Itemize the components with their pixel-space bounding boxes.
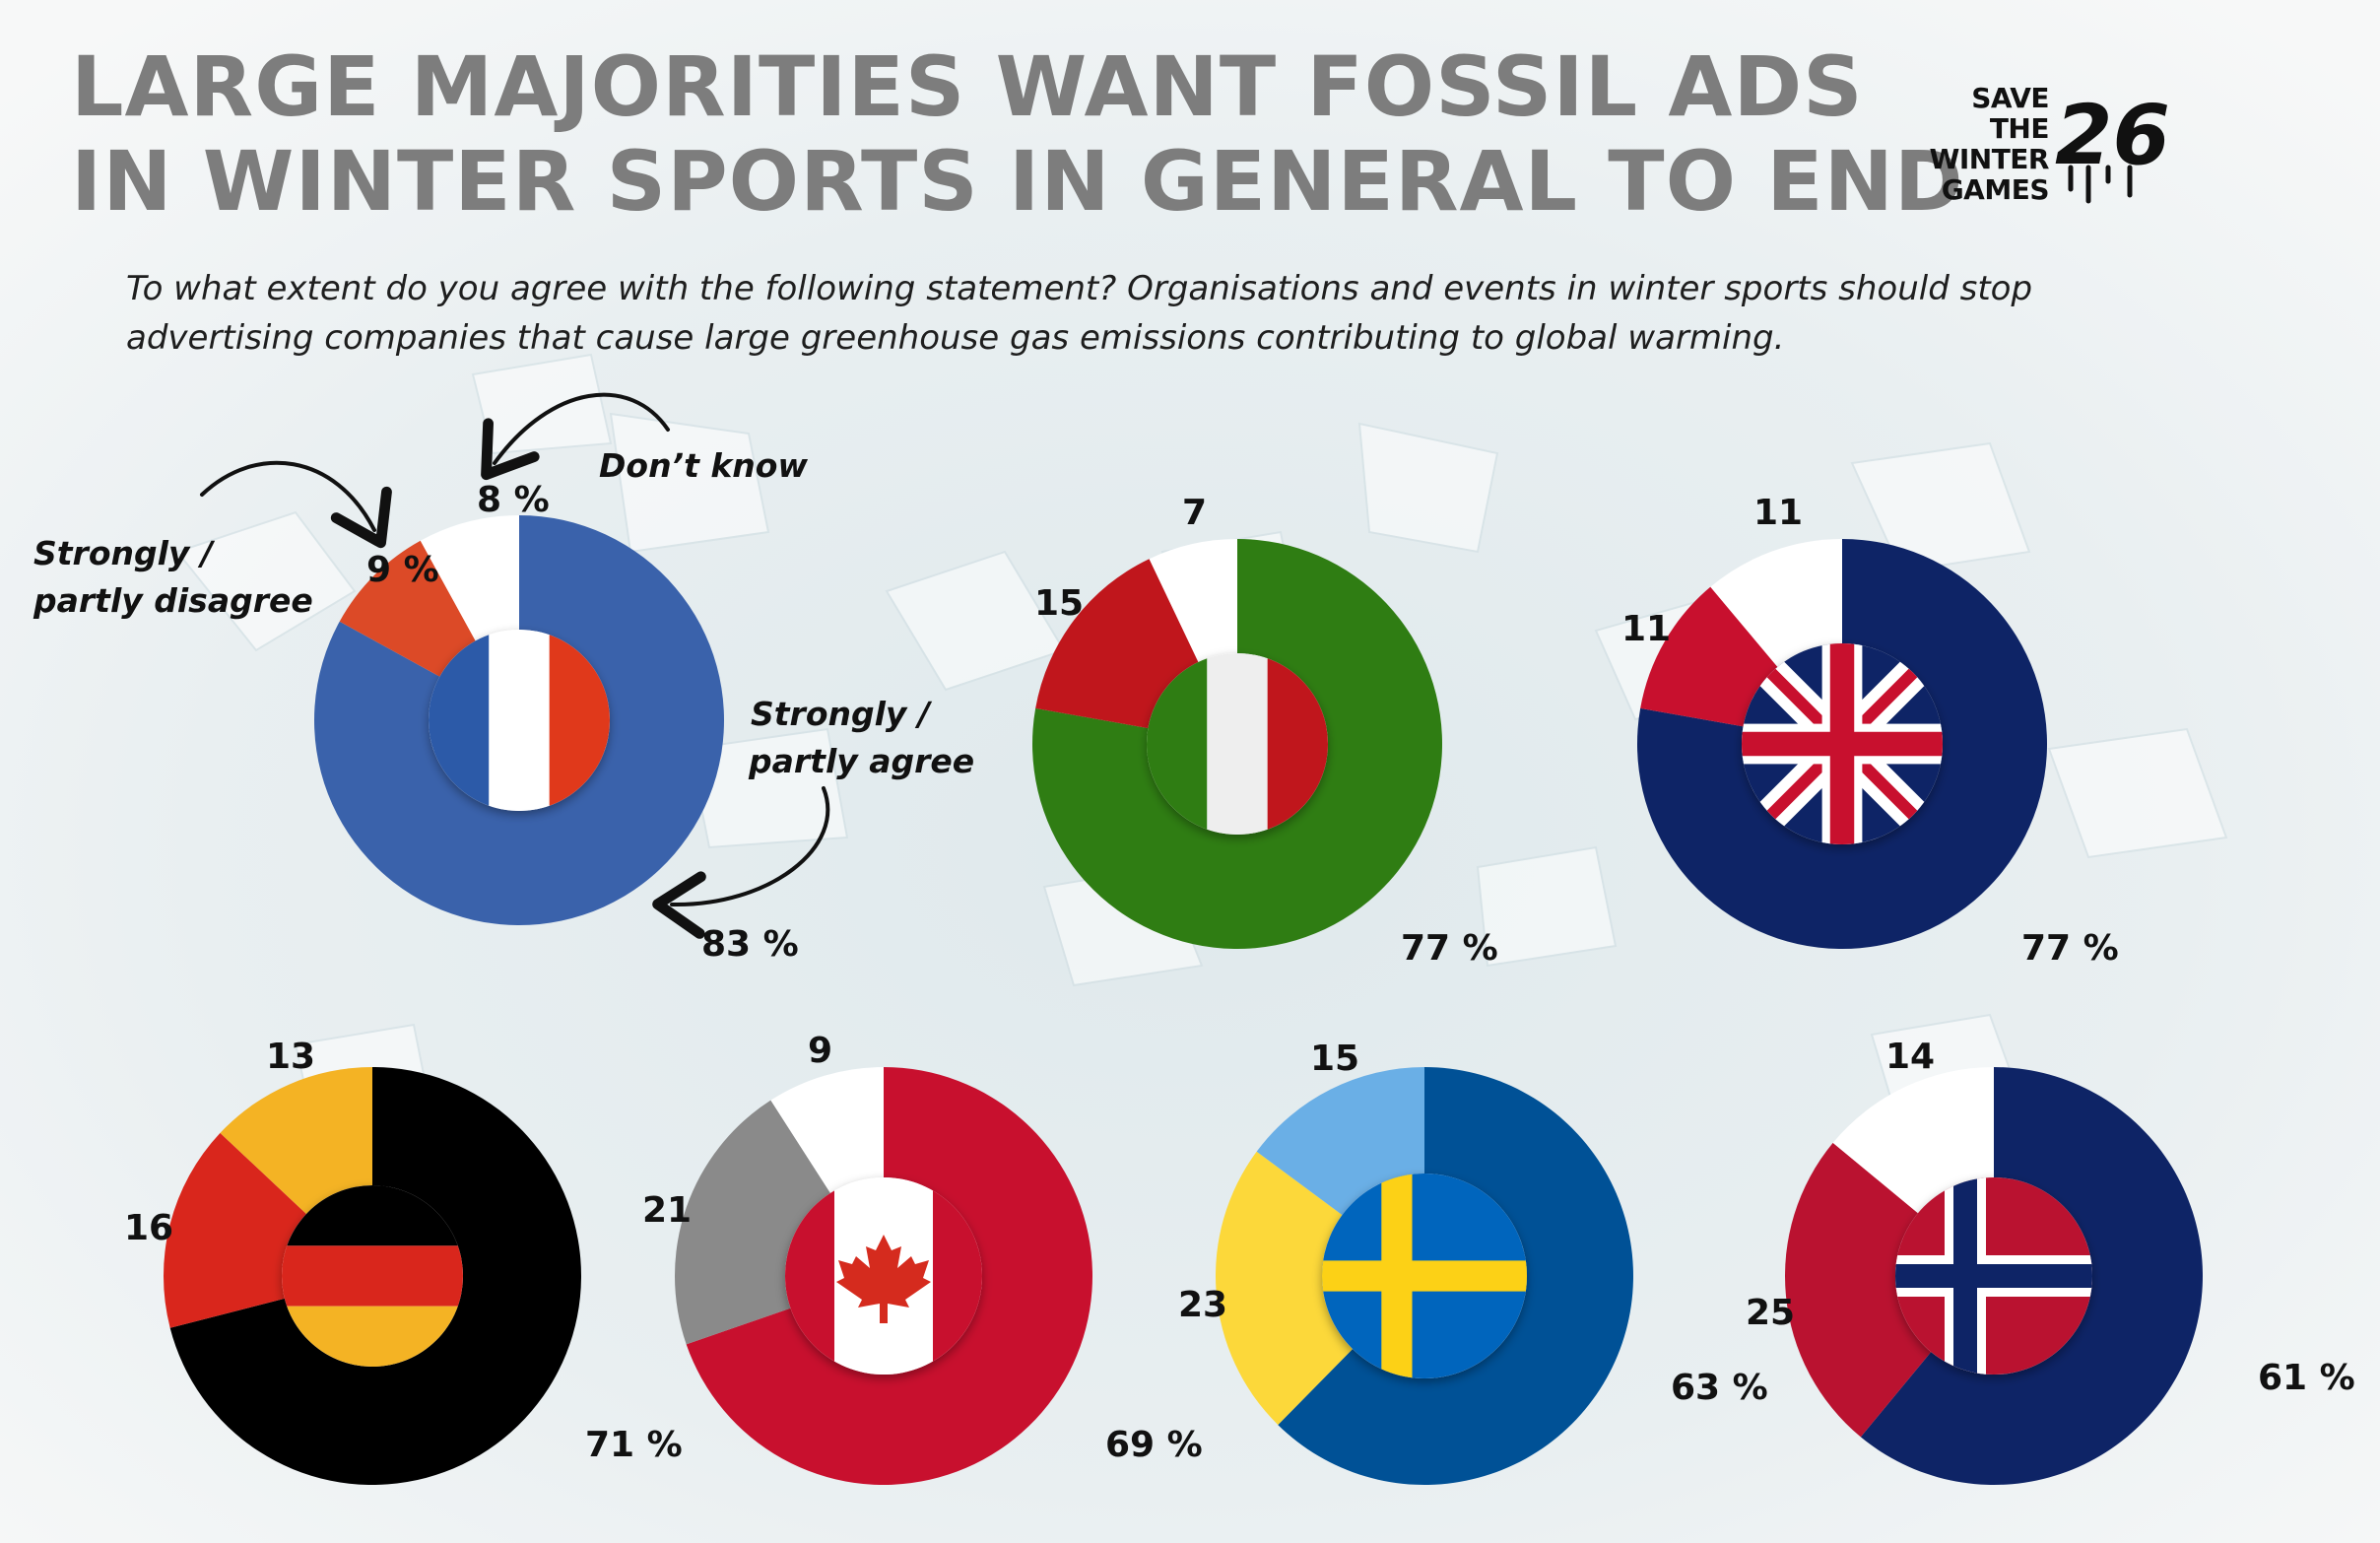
canada-dont-know-label: 9	[808, 1031, 832, 1071]
donut-group	[164, 515, 2204, 1486]
germany-donut	[164, 1067, 582, 1485]
uk-agree-label: 77 %	[2021, 928, 2119, 969]
value-labels: 83 % 9 % 8 % 77 % 15 7 77 % 11 11 71 % 16 13 69 % 21 9…	[124, 480, 2355, 1465]
uk-donut	[1636, 539, 2047, 949]
logo-line-1: SAVE	[1971, 82, 2049, 114]
maple-leaf-icon	[836, 1235, 931, 1323]
title-line-2: IN WINTER SPORTS IN GENERAL TO END	[71, 133, 1964, 230]
italy-donut	[1031, 539, 1442, 949]
logo-26-mark-icon: 26	[2055, 87, 2169, 204]
germany-dont-know-label: 13	[266, 1037, 315, 1077]
canada-donut	[674, 1067, 1092, 1485]
agree-annotation-line-1: Strongly /	[751, 695, 933, 733]
italy-flag-icon	[1147, 653, 1328, 835]
survey-question: To what extent do you agree with the fol…	[126, 264, 2155, 363]
norway-donut	[1785, 1067, 2204, 1486]
logo-line-3: WINTER	[1929, 143, 2049, 175]
sweden-agree-label: 63 %	[1671, 1368, 1768, 1408]
sweden-dont-know-label: 15	[1310, 1039, 1359, 1079]
sweden-disagree-slice	[1215, 1151, 1424, 1426]
title-line-1: LARGE MAJORITIES WANT FOSSIL ADS	[71, 38, 1864, 135]
disagree-annotation-line-2: partly disagree	[33, 581, 313, 620]
sweden-donut	[1215, 1067, 1633, 1485]
germany-disagree-label: 16	[124, 1208, 173, 1248]
uk-disagree-label: 11	[1621, 609, 1671, 649]
agree-arrow	[652, 786, 830, 939]
annotation-arrows	[200, 392, 830, 939]
norway-disagree-label: 25	[1746, 1293, 1795, 1333]
uk-dont-know-label: 11	[1753, 493, 1803, 533]
italy-dont-know-label: 7	[1182, 493, 1207, 533]
logo-line-4: GAMES	[1941, 173, 2050, 206]
france-donut	[314, 515, 725, 925]
canada-flag-icon	[785, 1177, 982, 1375]
chart-title: LARGE MAJORITIES WANT FOSSIL ADS IN WINT…	[71, 39, 1964, 229]
uk-flag-icon	[1742, 643, 1943, 844]
italy-agree-label: 77 %	[1401, 928, 1498, 969]
germany-agree-label: 71 %	[585, 1425, 683, 1465]
canada-agree-label: 69 %	[1105, 1425, 1203, 1465]
sweden-flag-icon	[1322, 1174, 1527, 1378]
norway-dont-know-label: 14	[1885, 1037, 1935, 1077]
france-disagree-label: 9 %	[366, 550, 439, 590]
norway-flag-icon	[1895, 1177, 2092, 1375]
france-agree-label: 83 %	[701, 924, 799, 965]
logo-line-2: THE	[1989, 112, 2050, 145]
france-dont-know-label: 8 %	[477, 480, 550, 520]
survey-question-line-2: advertising companies that cause large g…	[126, 318, 1785, 358]
norway-disagree-slice	[1785, 1142, 1994, 1438]
disagree-annotation-line-1: Strongly /	[33, 534, 216, 572]
disagree-arrow	[200, 460, 392, 549]
save-the-winter-games-logo: SAVE THE WINTER GAMES 26	[1901, 83, 2169, 221]
logo-wordmark: SAVE THE WINTER GAMES	[1901, 83, 2049, 205]
italy-disagree-label: 15	[1034, 583, 1084, 624]
norway-agree-label: 61 %	[2258, 1358, 2355, 1398]
survey-question-line-1: To what extent do you agree with the fol…	[126, 269, 2033, 308]
dont-know-annotation: Don’t know	[599, 446, 808, 485]
agree-annotation-line-2: partly agree	[748, 742, 974, 780]
logo-mark-text: 26	[2055, 87, 2169, 183]
france-flag-icon	[429, 630, 610, 811]
dont-know-arrow	[481, 392, 670, 481]
canada-disagree-label: 21	[642, 1190, 692, 1231]
sweden-disagree-label: 23	[1178, 1285, 1227, 1325]
germany-flag-icon	[282, 1185, 463, 1367]
